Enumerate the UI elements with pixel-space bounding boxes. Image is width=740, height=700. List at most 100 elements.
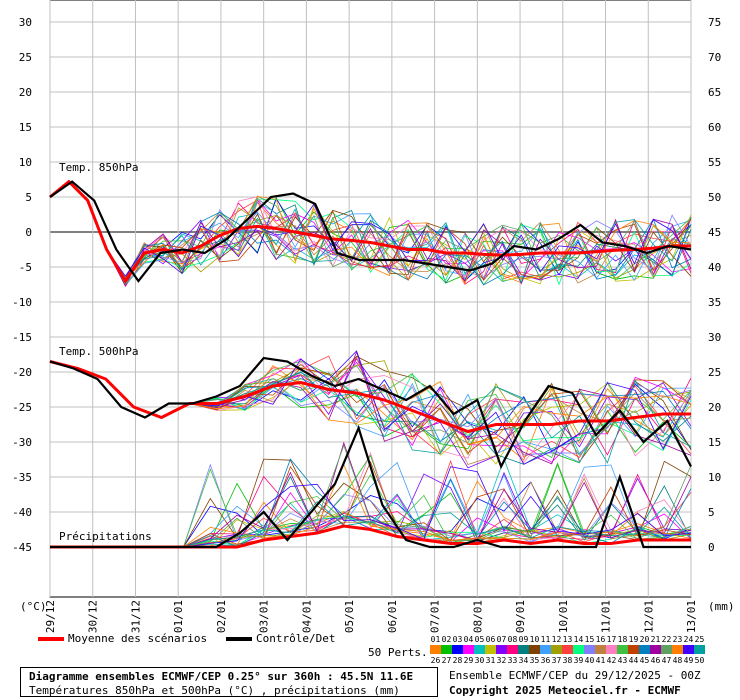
- pert-number: 43: [617, 656, 628, 665]
- date-tick-label: 06/01: [386, 600, 399, 633]
- date-tick-label: 30/12: [87, 600, 100, 633]
- panel-label-precip: Précipitations: [59, 530, 152, 543]
- pert-number: 05: [474, 635, 485, 644]
- left-tick-label: -35: [12, 471, 32, 484]
- control-line-500: [49, 356, 692, 470]
- pert-number: 03: [452, 635, 463, 644]
- legend-control: Contrôle/Det: [226, 632, 335, 645]
- left-tick-label: 25: [19, 51, 32, 64]
- legend-mean: Moyenne des scénarios: [38, 632, 207, 645]
- date-tick-label: 05/01: [343, 600, 356, 633]
- pert-swatch: [661, 645, 672, 654]
- pert-swatch: [474, 645, 485, 654]
- pert-number: 07: [496, 635, 507, 644]
- member-line-500: [49, 361, 692, 441]
- right-tick-label: 75: [708, 16, 721, 29]
- pert-number: 33: [507, 656, 518, 665]
- footer-box: Diagramme ensembles ECMWF/CEP 0.25° sur …: [20, 667, 438, 697]
- main-series: [49, 179, 692, 549]
- pert-number: 02: [441, 635, 452, 644]
- pert-number: 50: [694, 656, 705, 665]
- date-tick-label: 02/01: [215, 600, 228, 633]
- pert-number: 10: [529, 635, 540, 644]
- right-tick-label: 5: [708, 506, 715, 519]
- date-tick-label: 01/01: [172, 600, 185, 633]
- pert-number: 16: [595, 635, 606, 644]
- pert-number: 24: [683, 635, 694, 644]
- pert-swatch: [639, 645, 650, 654]
- pert-swatch: [650, 645, 661, 654]
- date-tick-label: 12/01: [642, 600, 655, 633]
- left-tick-label: -25: [12, 401, 32, 414]
- footer-title: Diagramme ensembles ECMWF/CEP 0.25° sur …: [29, 670, 414, 683]
- pert-swatch: [573, 645, 584, 654]
- pert-swatch: [562, 645, 573, 654]
- pert-number: 19: [628, 635, 639, 644]
- pert-number: 21: [650, 635, 661, 644]
- right-axis-unit: (mm): [708, 600, 735, 613]
- pert-number: 40: [584, 656, 595, 665]
- left-tick-label: -20: [12, 366, 32, 379]
- right-tick-label: 15: [708, 436, 721, 449]
- right-tick-label: 10: [708, 471, 721, 484]
- right-tick-label: 30: [708, 331, 721, 344]
- pert-number: 38: [562, 656, 573, 665]
- pert-swatch: [518, 645, 529, 654]
- pert-number: 41: [595, 656, 606, 665]
- right-tick-label: 55: [708, 156, 721, 169]
- pert-number: 35: [529, 656, 540, 665]
- right-tick-label: 25: [708, 366, 721, 379]
- pert-number: 26: [430, 656, 441, 665]
- pert-number: 25: [694, 635, 705, 644]
- pert-number: 28: [452, 656, 463, 665]
- left-tick-label: 30: [19, 16, 32, 29]
- date-tick-label: 09/01: [514, 600, 527, 633]
- pert-swatch: [617, 645, 628, 654]
- pert-number: 47: [661, 656, 672, 665]
- pert-number: 14: [573, 635, 584, 644]
- member-line-850: [49, 181, 692, 285]
- left-tick-label: -15: [12, 331, 32, 344]
- left-tick-label: 20: [19, 86, 32, 99]
- pert-number: 23: [672, 635, 683, 644]
- pert-number: 27: [441, 656, 452, 665]
- pert-swatch: [441, 645, 452, 654]
- pert-number: 06: [485, 635, 496, 644]
- pert-swatch: [628, 645, 639, 654]
- pert-swatch: [595, 645, 606, 654]
- left-tick-label: 5: [25, 191, 32, 204]
- date-tick-label: 29/12: [44, 600, 57, 633]
- pert-number: 31: [485, 656, 496, 665]
- pert-number: 49: [683, 656, 694, 665]
- pert-number: 20: [639, 635, 650, 644]
- pert-number: 44: [628, 656, 639, 665]
- panel-label-500: Temp. 500hPa: [59, 345, 138, 358]
- member-line-850: [49, 181, 692, 281]
- footer-subtitle: Températures 850hPa et 500hPa (°C) , pré…: [29, 684, 400, 697]
- left-tick-label: -5: [19, 261, 32, 274]
- left-tick-label: 10: [19, 156, 32, 169]
- left-tick-label: -10: [12, 296, 32, 309]
- pert-number: 46: [650, 656, 661, 665]
- right-tick-label: 20: [708, 401, 721, 414]
- right-tick-label: 50: [708, 191, 721, 204]
- pert-swatch: [507, 645, 518, 654]
- perts-label: 50 Perts.: [368, 646, 428, 659]
- member-line-850: [49, 181, 692, 284]
- left-tick-label: 0: [25, 226, 32, 239]
- pert-number: 30: [474, 656, 485, 665]
- pert-swatch: [463, 645, 474, 654]
- member-line-850: [49, 181, 692, 286]
- legend-control-label: Contrôle/Det: [256, 632, 336, 645]
- left-tick-label: -30: [12, 436, 32, 449]
- date-tick-label: 08/01: [471, 600, 484, 633]
- pert-swatch: [430, 645, 441, 654]
- pert-number: 34: [518, 656, 529, 665]
- pert-swatch: [694, 645, 705, 654]
- pert-number: 36: [540, 656, 551, 665]
- right-tick-label: 0: [708, 541, 715, 554]
- left-axis-unit: (°C): [20, 600, 47, 613]
- date-tick-label: 10/01: [557, 600, 570, 633]
- plot-frame: [49, 0, 692, 598]
